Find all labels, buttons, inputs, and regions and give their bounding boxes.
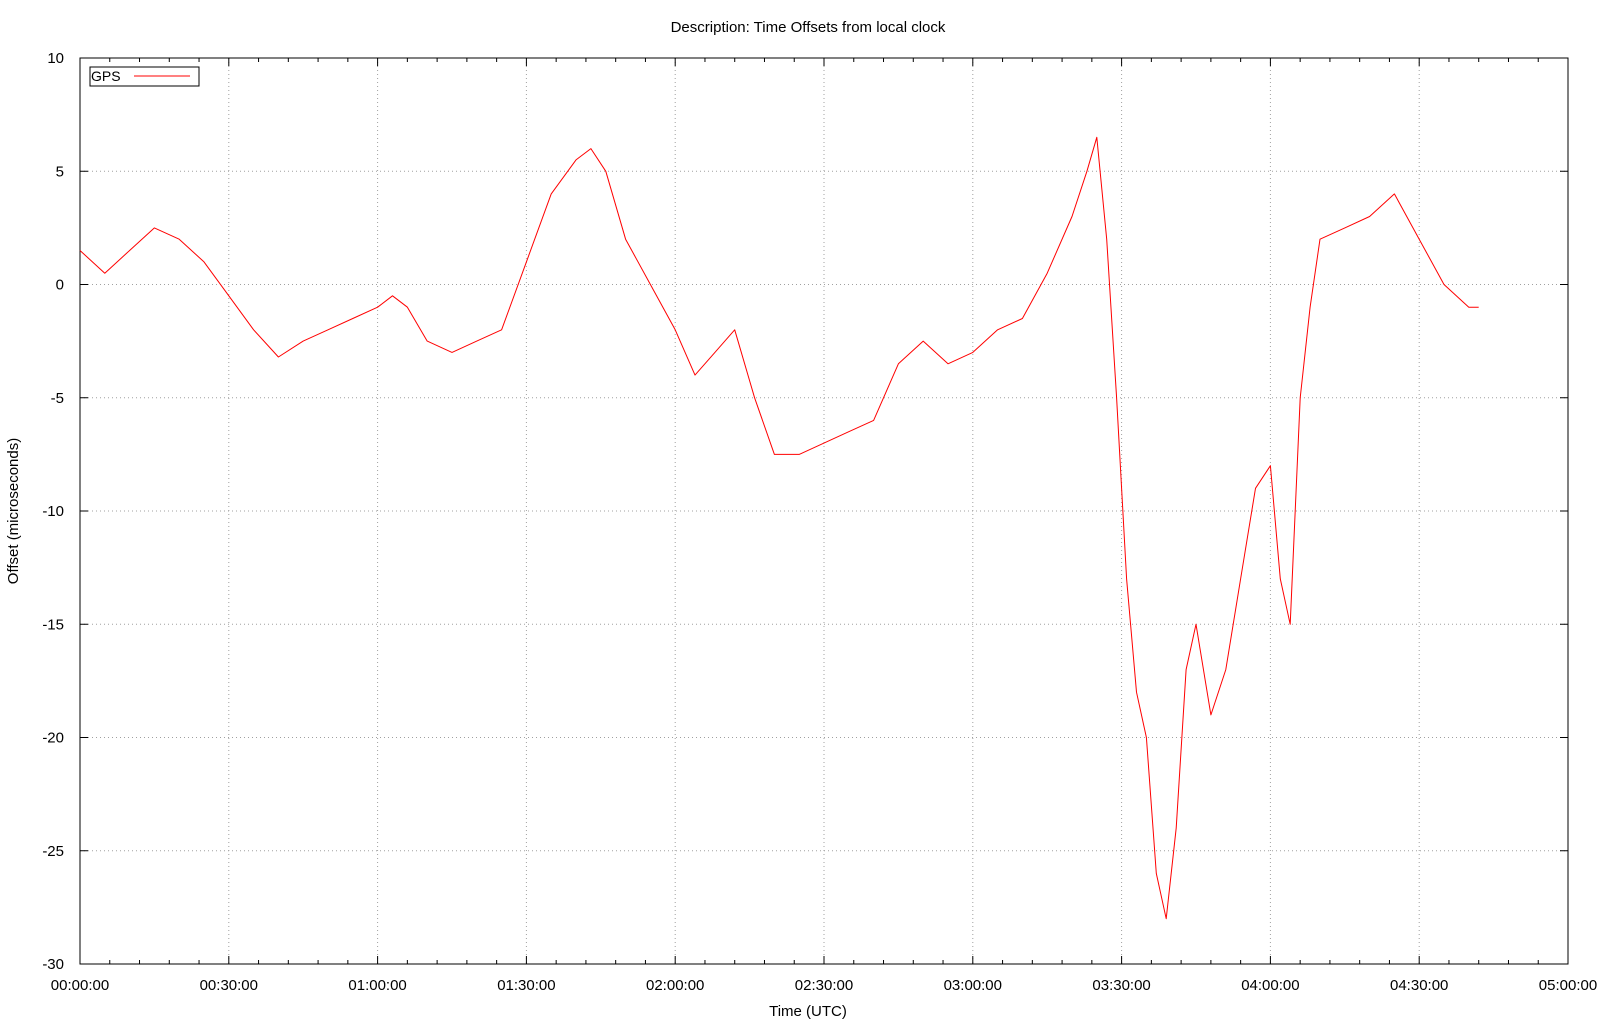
- y-tick-label: -5: [51, 390, 64, 407]
- y-tick-label: -10: [42, 503, 64, 520]
- y-tick-label: 10: [47, 50, 64, 67]
- x-tick-label: 04:00:00: [1241, 977, 1299, 994]
- x-tick-label: 02:30:00: [795, 977, 853, 994]
- axis-ticks: [79, 57, 1569, 965]
- series-line-gps: [79, 136, 1479, 920]
- y-tick-label: 0: [56, 277, 64, 294]
- grid-lines: [80, 58, 1568, 964]
- x-tick-label: 01:00:00: [348, 977, 406, 994]
- y-axis-label: Offset (microseconds): [5, 438, 22, 584]
- y-tick-label: -30: [42, 956, 64, 973]
- y-tick-label: -15: [42, 616, 64, 633]
- x-tick-label: 01:30:00: [497, 977, 555, 994]
- x-axis-label: Time (UTC): [769, 1003, 847, 1020]
- x-tick-label: 03:30:00: [1092, 977, 1150, 994]
- legend-box: [89, 66, 200, 87]
- x-tick-label: 04:30:00: [1390, 977, 1448, 994]
- x-tick-label: 00:30:00: [200, 977, 258, 994]
- y-tick-label: -25: [42, 843, 64, 860]
- y-tick-labels: 10 5 0 -5 -10 -15 -20 -25 -30: [42, 50, 64, 973]
- series-layer: [79, 136, 1479, 920]
- x-tick-label: 00:00:00: [51, 977, 109, 994]
- x-tick-label: 05:00:00: [1539, 977, 1597, 994]
- y-tick-label: -20: [42, 730, 64, 747]
- legend: GPS: [89, 66, 200, 87]
- x-tick-label: 02:00:00: [646, 977, 704, 994]
- chart-title: Description: Time Offsets from local clo…: [671, 19, 946, 36]
- legend-label-gps: GPS: [91, 68, 121, 84]
- x-tick-label: 03:00:00: [944, 977, 1002, 994]
- y-tick-label: 5: [56, 163, 64, 180]
- x-tick-labels: 00:00:00 00:30:00 01:00:00 01:30:00 02:00:00…: [51, 977, 1597, 994]
